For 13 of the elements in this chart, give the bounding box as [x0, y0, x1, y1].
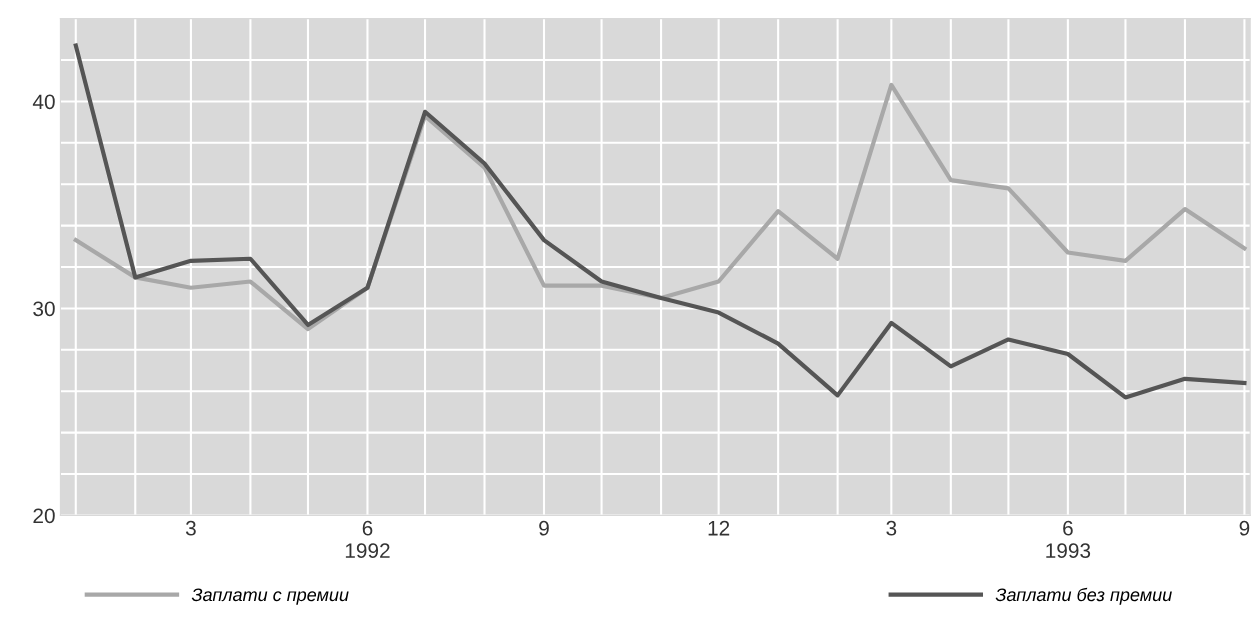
x-tick-label: 9 [1239, 520, 1250, 536]
legend-label: Заплати с премии [191, 588, 349, 605]
y-tick-label: 30 [33, 301, 55, 317]
x-tick-label: 9 [539, 520, 549, 536]
y-tick-label: 40 [32, 94, 55, 110]
x-tick-label: 6 1993 [1046, 520, 1091, 559]
x-tick-label: 6 1992 [345, 520, 390, 559]
x-tick-label: 3 [886, 520, 897, 536]
y-tick-label: 20 [33, 508, 55, 524]
x-tick-label: 3 [185, 520, 196, 536]
legend-label: Заплати без премии [995, 587, 1172, 605]
line-series [73, 43, 1247, 400]
x-tick-label: 12 [708, 520, 730, 536]
